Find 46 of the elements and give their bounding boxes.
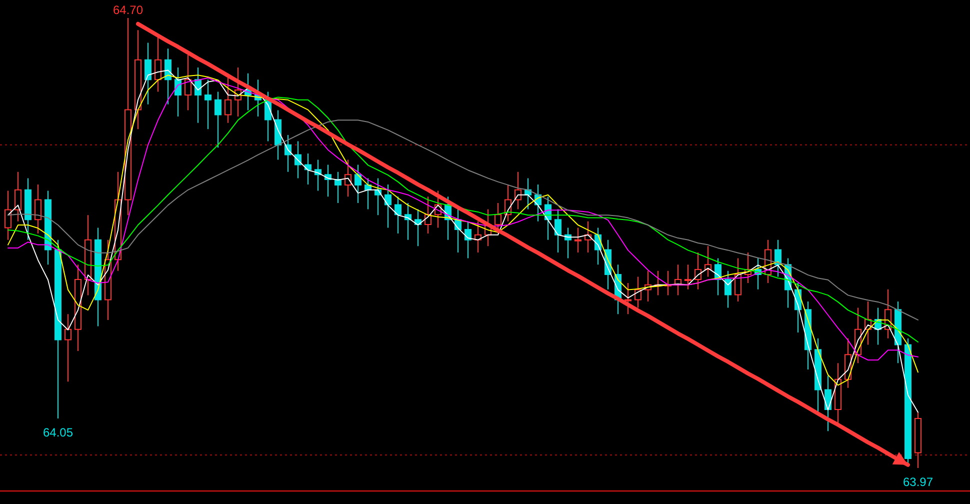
candlestick	[694, 252, 702, 290]
candlestick	[574, 227, 582, 253]
annotation: 64.70	[112, 3, 144, 17]
candlestick	[684, 264, 692, 290]
candlestick	[214, 91, 222, 148]
candlestick	[724, 270, 732, 308]
candlestick	[64, 314, 72, 382]
candlestick	[554, 208, 562, 253]
candlestick	[24, 178, 32, 240]
candlestick	[354, 164, 362, 204]
candlestick	[514, 171, 522, 210]
candlestick	[144, 42, 152, 105]
candlestick	[494, 202, 502, 234]
candlestick	[464, 220, 472, 259]
candlestick	[394, 196, 402, 234]
candlestick	[904, 338, 912, 466]
candlestick	[164, 48, 172, 105]
candlestick	[634, 276, 642, 308]
annotation: 64.05	[42, 426, 74, 440]
candlestick	[734, 258, 742, 302]
candlestick	[914, 412, 922, 468]
candlestick	[344, 159, 352, 198]
candlestick	[304, 152, 312, 185]
candlestick	[184, 54, 192, 111]
candlestick	[364, 178, 372, 210]
candlestick	[524, 178, 532, 210]
annotation: 63.97	[902, 475, 934, 489]
candlestick	[4, 190, 12, 240]
candlestick	[44, 190, 52, 266]
candlestick	[204, 79, 212, 130]
candlestick	[34, 184, 42, 234]
candlestick	[84, 214, 92, 296]
candlestick	[774, 239, 782, 278]
candlestick	[74, 264, 82, 352]
candlestick	[704, 246, 712, 278]
candlestick	[54, 239, 62, 419]
candlestick	[154, 36, 162, 92]
candlestick	[624, 282, 632, 315]
candlestick	[174, 67, 182, 118]
candlestick	[384, 184, 392, 228]
candlestick	[834, 362, 842, 426]
candlestick	[134, 30, 142, 130]
candlestick	[274, 110, 282, 160]
candlestick	[14, 171, 22, 222]
candlestick	[414, 208, 422, 247]
candlestick	[334, 171, 342, 204]
